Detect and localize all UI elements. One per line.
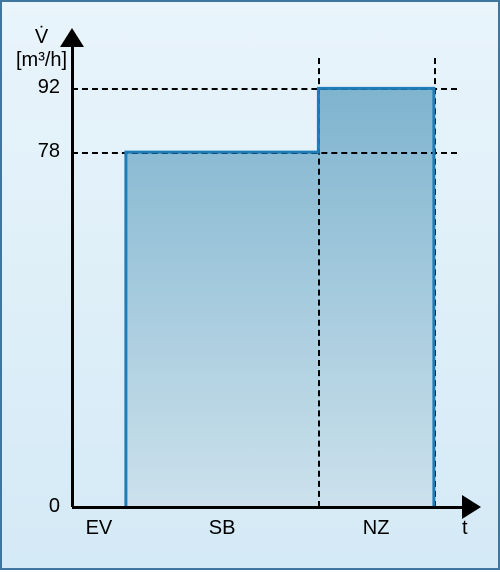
x-region-label: SB <box>209 517 236 540</box>
y-axis-title: V̇[m³/h] <box>16 26 67 72</box>
y-axis <box>71 47 74 507</box>
x-axis-title: t <box>462 517 468 540</box>
y-tick-label: 92 <box>38 76 60 99</box>
y-tick-label: 0 <box>49 495 60 518</box>
x-region-label: EV <box>86 517 113 540</box>
y-tick-label: 78 <box>38 140 60 163</box>
x-region-label: NZ <box>363 517 390 540</box>
step-outline <box>2 2 500 572</box>
x-axis <box>72 506 462 509</box>
y-axis-title-line2: [m³/h] <box>16 49 67 72</box>
y-axis-title-line1: V̇ <box>16 26 67 49</box>
x-axis-arrow-icon <box>462 495 481 519</box>
